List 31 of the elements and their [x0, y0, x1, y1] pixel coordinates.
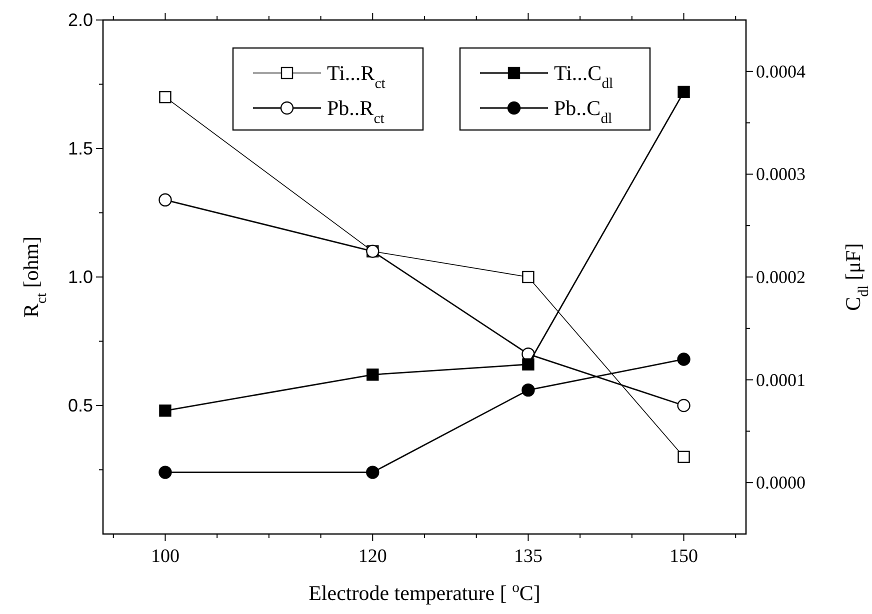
y-tick-label: 2.0 [68, 10, 93, 30]
point [677, 352, 690, 366]
point [159, 404, 172, 417]
point [522, 358, 534, 370]
x-tick-label: 150 [670, 546, 698, 567]
legend-label: Pb..R$_{ct}$ [327, 96, 384, 127]
legend-label: Ti...R$_{ct}$ [327, 61, 386, 92]
point [677, 398, 690, 412]
point [159, 91, 172, 104]
point [522, 270, 534, 284]
y2-tick-label: 0.0004 [756, 61, 806, 82]
y-tick-label: 1.0 [68, 267, 93, 287]
legend-label: Ti...C$_{dl}$ [554, 61, 614, 92]
x-tick-label: 100 [150, 546, 180, 567]
point [678, 86, 690, 98]
point [366, 466, 380, 479]
x-tick-label: 135 [514, 546, 542, 567]
point [158, 466, 172, 479]
point [522, 383, 535, 397]
y-tick-label: 1.5 [68, 138, 93, 158]
x-axis-title: Electrode temperature [ $^{o}$C] [308, 580, 540, 605]
y2-tick-label: 0.0003 [756, 164, 806, 184]
y2-tick-label: 0.0000 [756, 472, 806, 493]
point [158, 193, 172, 206]
y-tick-label: 0.5 [68, 396, 93, 416]
y2-tick-label: 0.0001 [756, 370, 806, 390]
y2-tick-label: 0.0002 [756, 267, 806, 287]
point [366, 368, 379, 381]
legend-label: Pb..C$_{dl}$ [554, 96, 612, 127]
point [678, 450, 690, 463]
x-tick-label: 120 [358, 546, 387, 567]
